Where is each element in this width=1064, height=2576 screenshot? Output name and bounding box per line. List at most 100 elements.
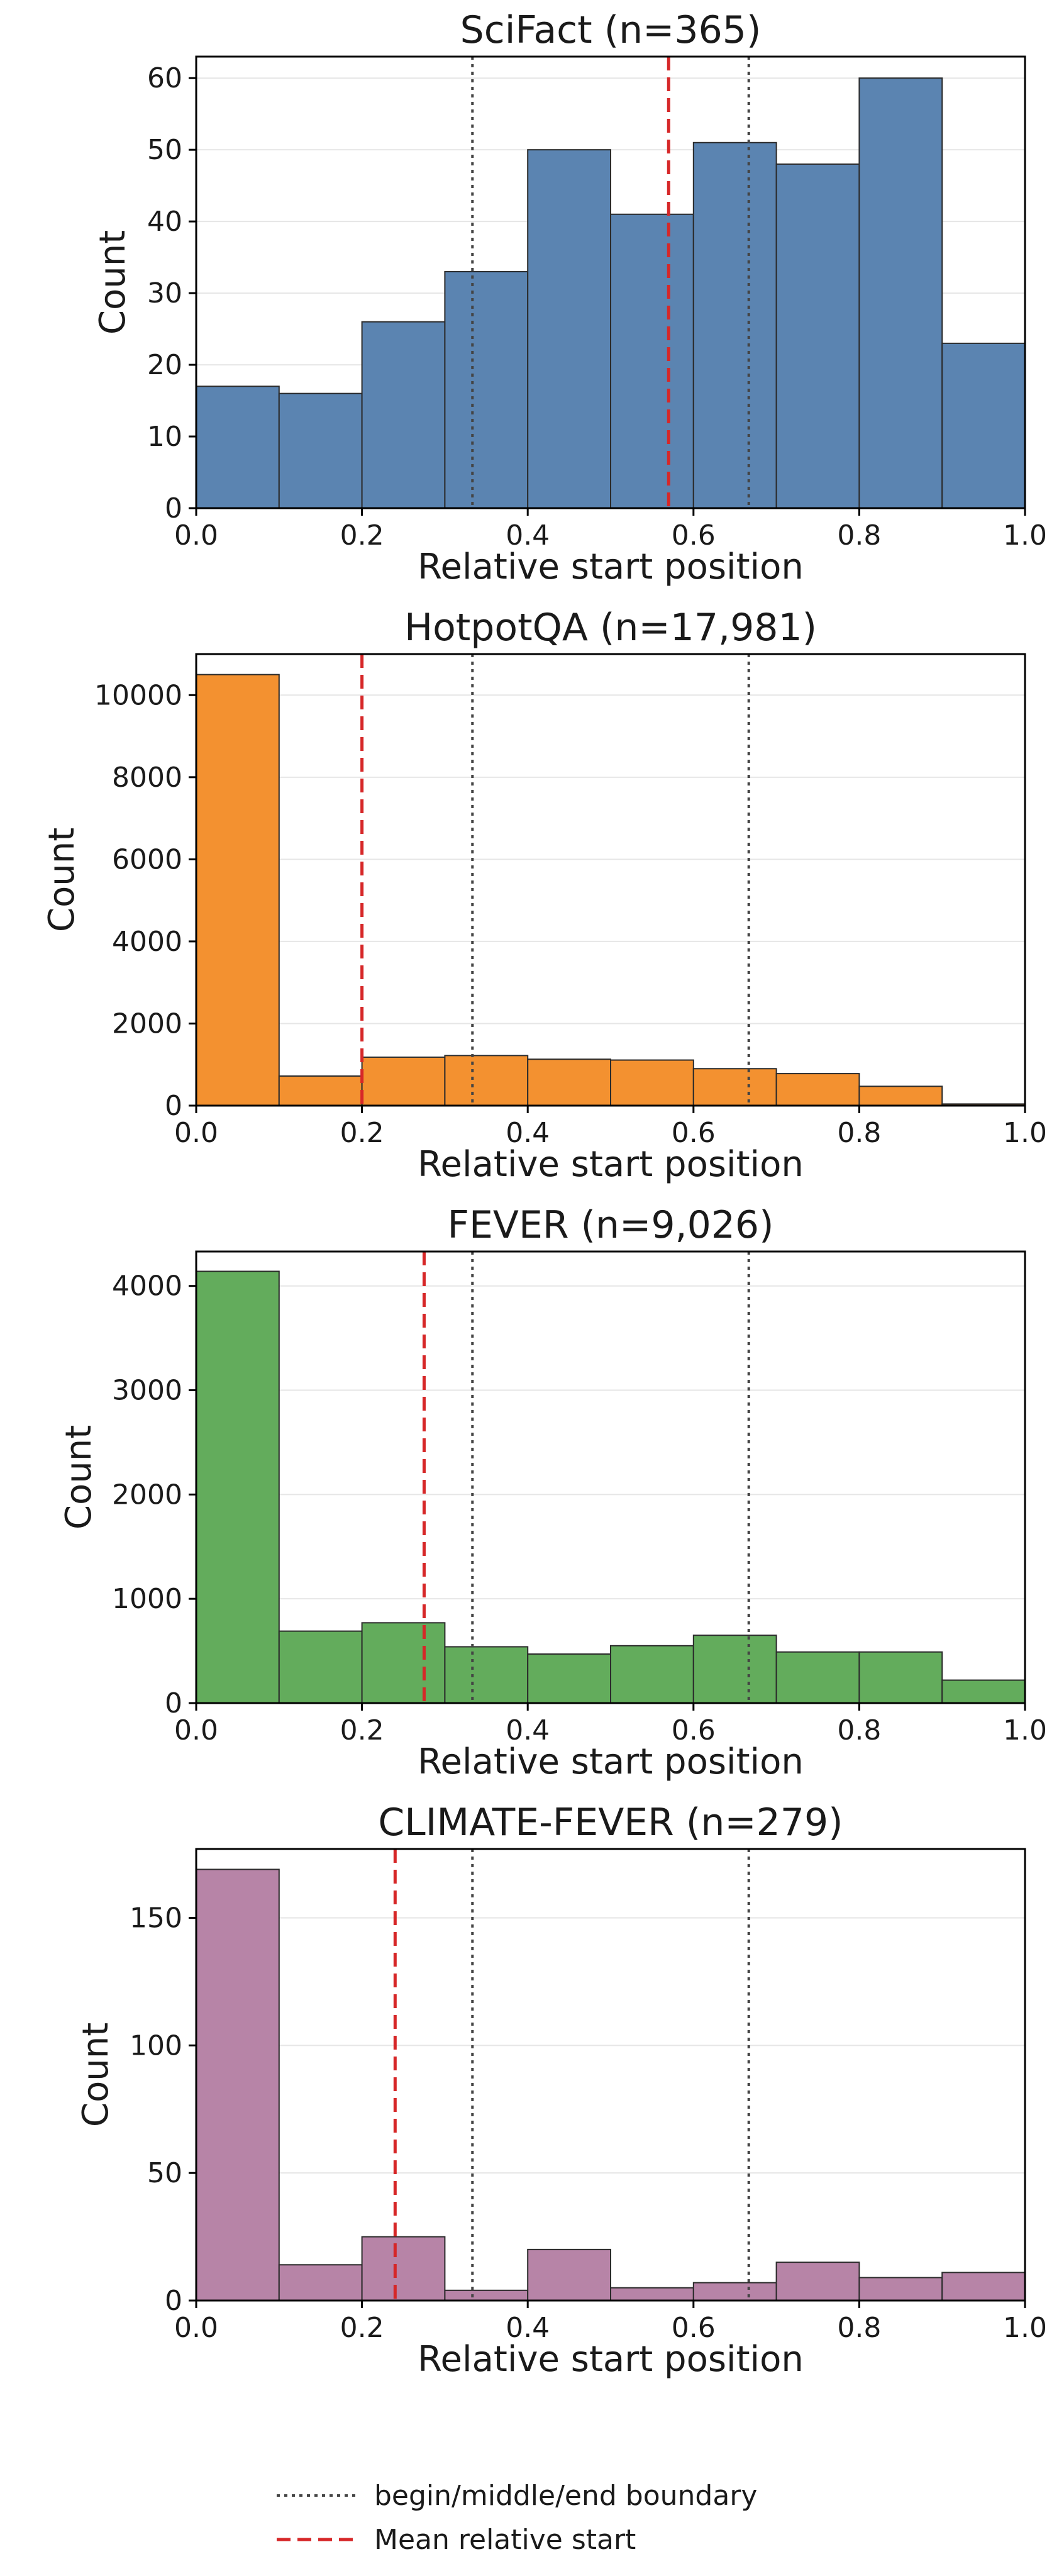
y-tick-label: 4000 [112, 926, 182, 958]
histogram-bar [527, 149, 612, 509]
x-tick-label: 0.8 [837, 1714, 881, 1746]
x-tick-label: 0.8 [837, 2312, 881, 2344]
chart-title: HotpotQA (n=17,981) [404, 606, 817, 650]
y-tick-label: 10 [147, 421, 182, 453]
histogram-bar [444, 2289, 529, 2301]
x-axis-label: Relative start position [418, 1741, 804, 1782]
histogram-bar [692, 1635, 777, 1704]
histogram-bar [775, 1073, 860, 1107]
y-axis-label: Count [58, 1425, 99, 1530]
y-tick-label: 20 [147, 349, 182, 381]
chart-title: CLIMATE-FEVER (n=279) [378, 1801, 843, 1845]
histogram-bar [278, 1075, 363, 1107]
legend-boundary-label: begin/middle/end boundary [374, 2480, 757, 2512]
histogram-bar [858, 2277, 943, 2301]
histogram-bar [444, 1055, 529, 1107]
histogram-bar [361, 2236, 446, 2302]
x-tick-label: 0.4 [506, 2312, 550, 2344]
y-tick-label: 100 [130, 2029, 182, 2062]
y-tick-label: 0 [165, 2285, 182, 2317]
y-axis-label: Count [92, 230, 133, 335]
y-tick-label: 10000 [94, 679, 182, 711]
histogram-bar [527, 1058, 612, 1106]
histogram-bar [444, 270, 529, 509]
histogram-bar [527, 1653, 612, 1704]
x-tick-label: 0.2 [340, 1714, 384, 1746]
y-tick-label: 8000 [112, 762, 182, 794]
y-tick-label: 40 [147, 206, 182, 238]
y-axis-label: Count [75, 2023, 116, 2127]
chart-title: SciFact (n=365) [460, 8, 762, 52]
histogram-bar [527, 2248, 612, 2302]
histogram-bar [610, 213, 694, 509]
histogram-bar [775, 2262, 860, 2302]
plot-frame [195, 653, 1026, 1107]
histogram-bar [278, 1630, 363, 1704]
y-tick-label: 2000 [112, 1479, 182, 1511]
plot-frame [195, 1848, 1026, 2302]
x-axis-label: Relative start position [418, 2339, 804, 2380]
histogram-bar [858, 77, 943, 509]
x-tick-label: 1.0 [1003, 2312, 1047, 2344]
histogram-bar [196, 1868, 280, 2301]
x-tick-label: 0.0 [174, 2312, 218, 2344]
x-tick-label: 0.6 [672, 2312, 716, 2344]
histogram-bar [196, 674, 280, 1106]
legend-mean-label: Mean relative start [374, 2524, 636, 2556]
histogram-panel: HotpotQA (n=17,981) 0.0 0.2 0.4 0.6 0.8 1.0 0 20… [42, 606, 1047, 1185]
y-tick-label: 2000 [112, 1008, 182, 1040]
x-tick-label: 0.2 [340, 2312, 384, 2344]
histogram-bar [196, 1270, 280, 1704]
y-tick-label: 50 [147, 134, 182, 166]
histogram-bar [858, 1651, 943, 1704]
histogram-panel: CLIMATE-FEVER (n=279) 0.0 0.2 0.4 0.6 0.8 1.0 0… [75, 1801, 1047, 2380]
y-tick-label: 0 [165, 1687, 182, 1719]
histogram-bar [775, 163, 860, 509]
histogram-bar [941, 2272, 1026, 2301]
x-tick-label: 1.0 [1003, 1117, 1047, 1149]
x-tick-label: 0.4 [506, 519, 550, 552]
y-tick-label: 60 [147, 62, 182, 94]
plot-frame [195, 1250, 1026, 1704]
x-tick-label: 0.4 [506, 1714, 550, 1746]
histogram-bar [941, 342, 1026, 509]
histogram-panel: FEVER (n=9,026) 0.0 0.2 0.4 0.6 0.8 1.0 0 1000 20… [58, 1203, 1047, 1782]
histogram-bar [610, 1645, 694, 1704]
histogram-bar [361, 1056, 446, 1106]
legend: begin/middle/end boundary Mean relative … [277, 2480, 757, 2556]
x-tick-label: 1.0 [1003, 519, 1047, 552]
x-tick-label: 0.2 [340, 519, 384, 552]
histogram-bar [692, 1068, 777, 1106]
x-axis-label: Relative start position [418, 1144, 804, 1185]
y-tick-label: 30 [147, 277, 182, 309]
x-tick-label: 0.0 [174, 1117, 218, 1149]
y-tick-label: 6000 [112, 843, 182, 875]
histogram-bar [858, 1085, 943, 1106]
x-tick-label: 0.8 [837, 1117, 881, 1149]
x-tick-label: 0.6 [672, 1117, 716, 1149]
y-tick-label: 150 [130, 1902, 182, 1935]
x-tick-label: 1.0 [1003, 1714, 1047, 1746]
histogram-bar [692, 142, 777, 509]
histogram-bar [610, 2287, 694, 2302]
chart-title: FEVER (n=9,026) [447, 1203, 773, 1247]
x-tick-label: 0.0 [174, 519, 218, 552]
x-tick-label: 0.2 [340, 1117, 384, 1149]
y-tick-label: 0 [165, 492, 182, 525]
histogram-bar [941, 1679, 1026, 1704]
y-tick-label: 0 [165, 1090, 182, 1122]
y-tick-label: 3000 [112, 1375, 182, 1407]
histogram-bar [361, 1622, 446, 1704]
x-tick-label: 0.6 [672, 519, 716, 552]
y-tick-label: 4000 [112, 1270, 182, 1302]
histogram-bar [278, 2264, 363, 2301]
x-tick-label: 0.0 [174, 1714, 218, 1746]
x-tick-label: 0.4 [506, 1117, 550, 1149]
y-tick-label: 50 [147, 2157, 182, 2189]
histogram-bar [775, 1651, 860, 1704]
x-tick-label: 0.8 [837, 519, 881, 552]
histogram-bar [610, 1059, 694, 1106]
y-tick-label: 1000 [112, 1583, 182, 1615]
histogram-bar [196, 386, 280, 509]
